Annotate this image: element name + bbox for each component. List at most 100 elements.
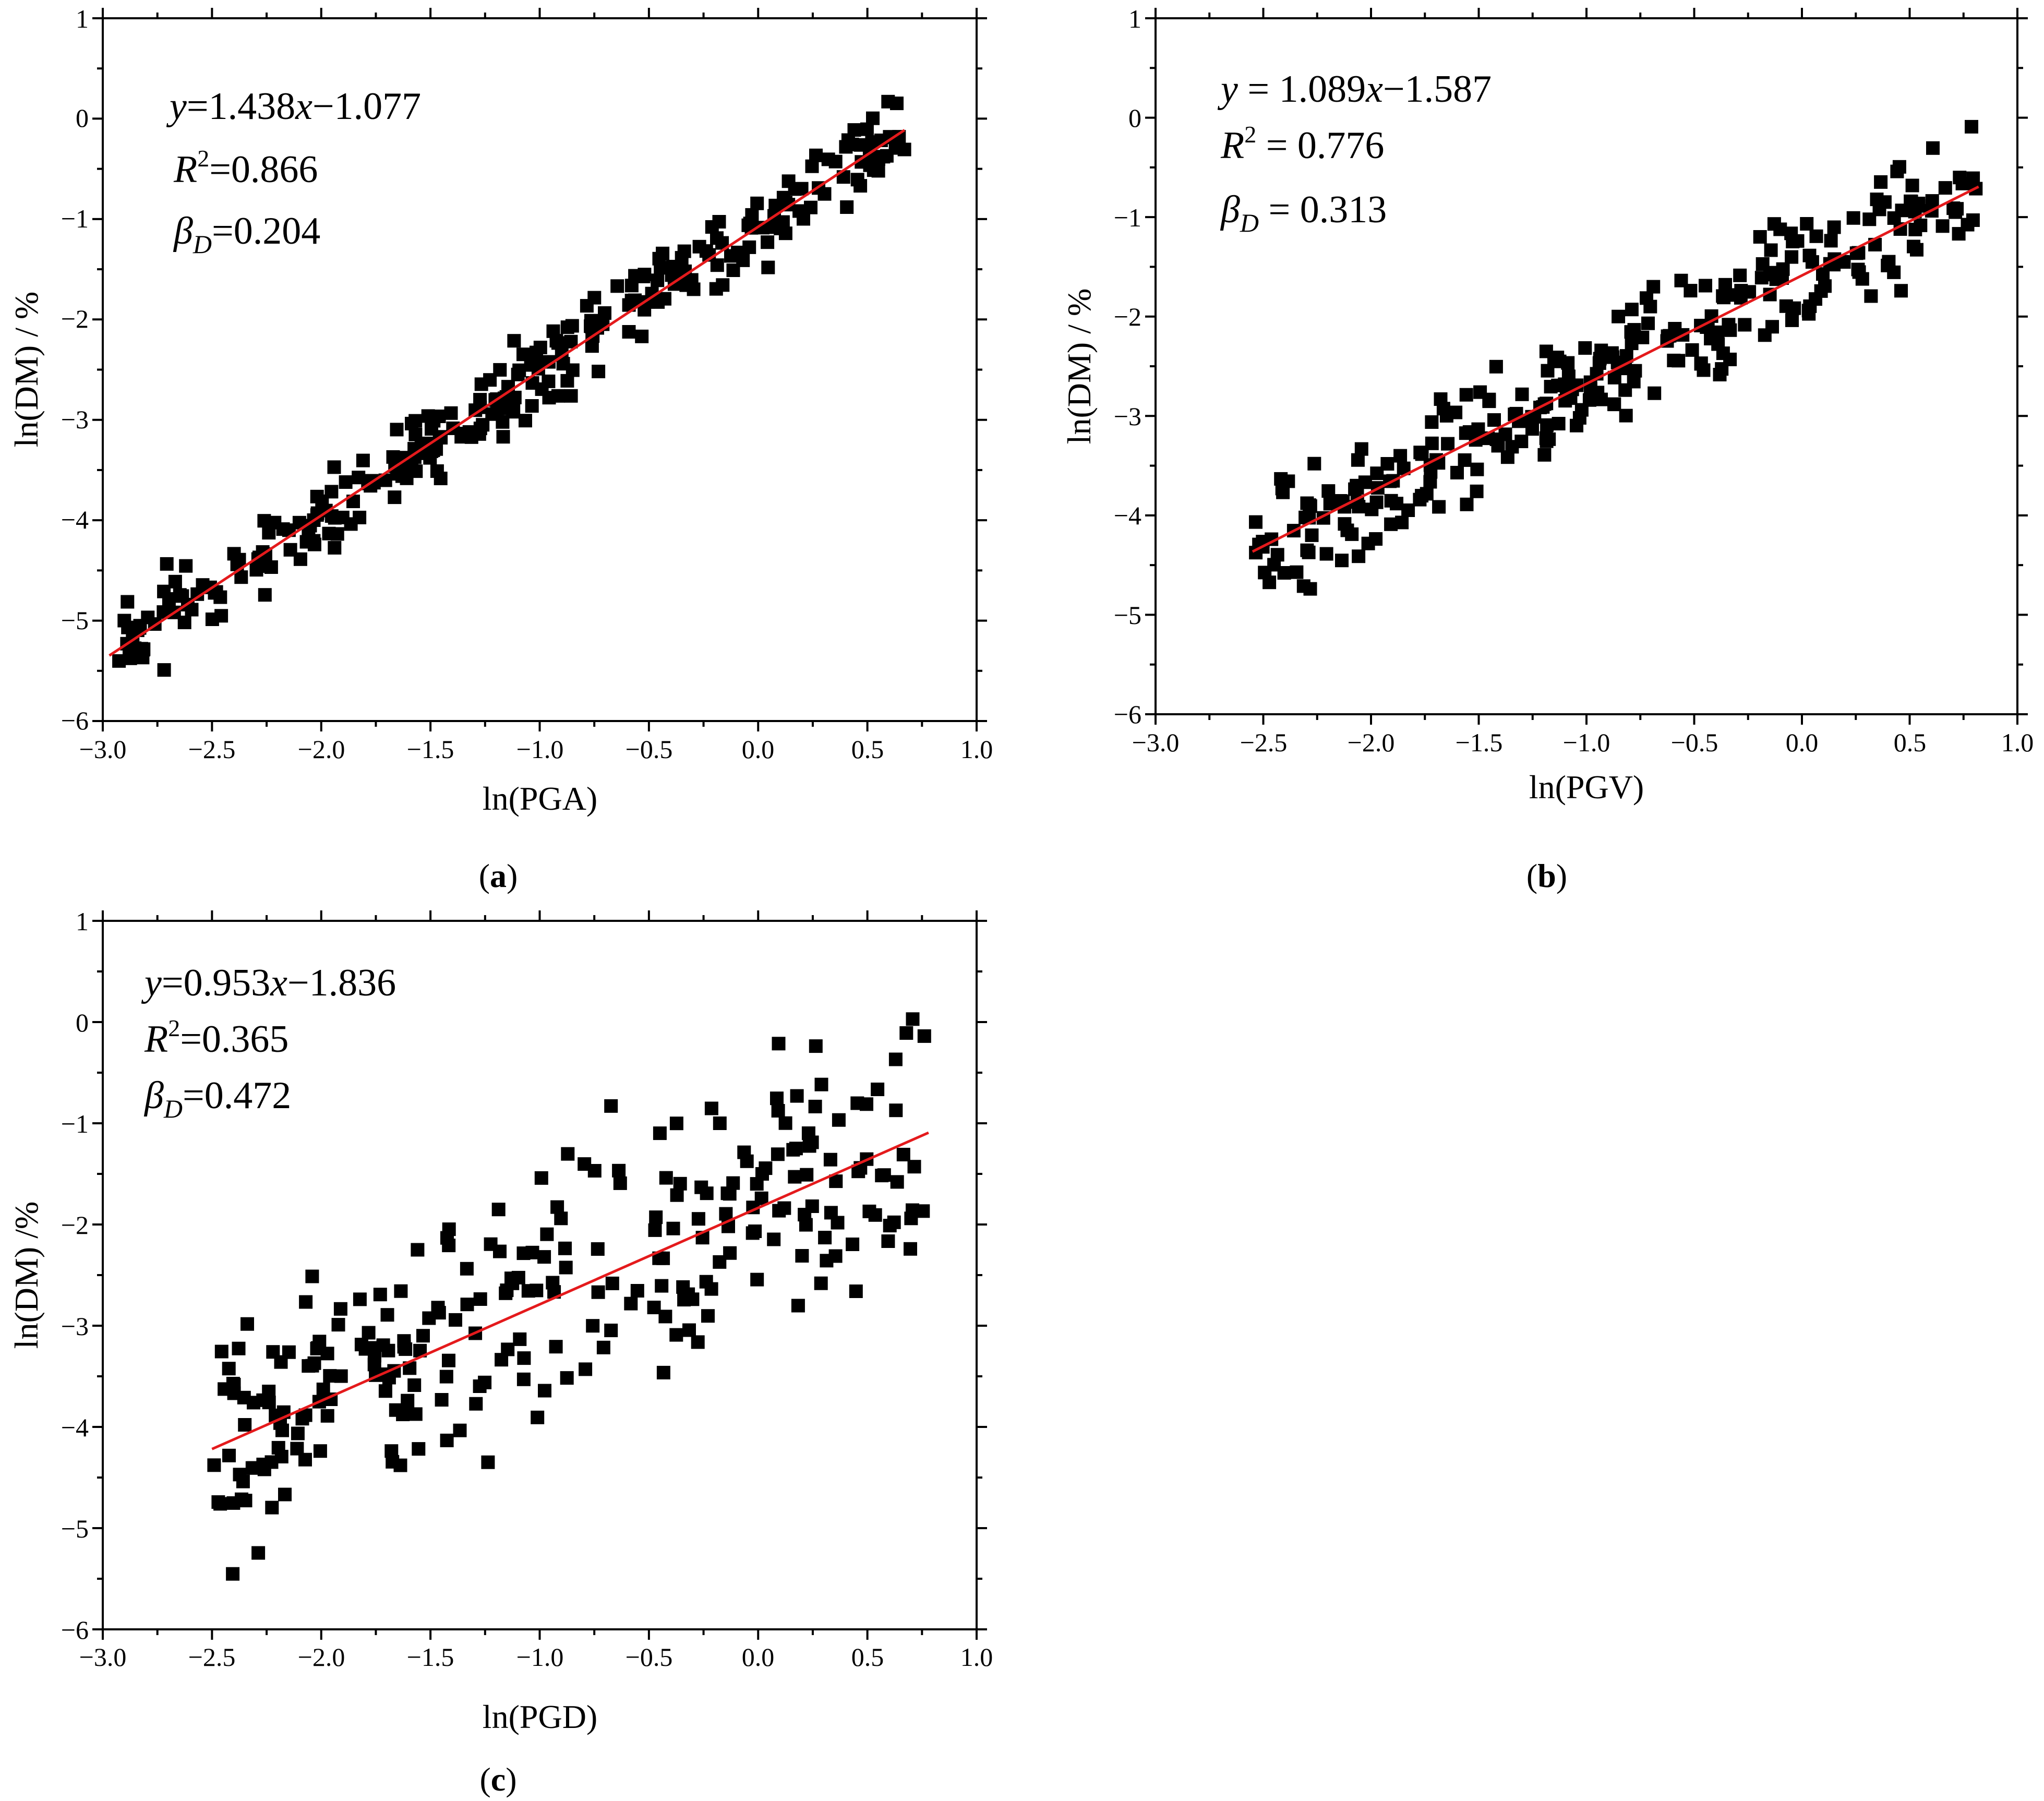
data-point — [473, 1292, 487, 1306]
data-point — [162, 592, 176, 606]
data-point — [1914, 218, 1928, 232]
data-point — [1449, 405, 1463, 419]
data-point — [1713, 368, 1727, 381]
x-tick-label: −0.5 — [1671, 728, 1718, 757]
data-point — [358, 1342, 372, 1356]
data-point — [591, 1242, 605, 1256]
data-point — [1489, 359, 1503, 374]
data-point — [604, 1099, 618, 1113]
data-point — [653, 1126, 667, 1140]
data-point — [157, 663, 171, 677]
data-point — [1773, 222, 1787, 236]
beta-a: βD=0.204 — [173, 210, 320, 259]
data-point — [691, 1335, 705, 1349]
data-point — [283, 543, 297, 557]
data-point — [551, 389, 565, 403]
data-point — [1685, 343, 1699, 357]
data-point — [136, 651, 150, 665]
data-point — [798, 1208, 812, 1222]
data-point — [521, 1284, 535, 1298]
data-point — [1539, 344, 1553, 358]
data-point — [412, 1442, 426, 1456]
data-point — [579, 1362, 593, 1376]
data-point — [453, 1423, 467, 1437]
data-point — [761, 260, 775, 274]
data-point — [712, 215, 726, 229]
x-tick-label: 0.0 — [742, 735, 775, 764]
data-point — [307, 534, 321, 548]
data-point — [516, 1246, 531, 1260]
data-point — [1862, 212, 1877, 226]
data-point — [1627, 323, 1641, 337]
data-point — [1384, 494, 1398, 508]
data-point — [704, 1282, 718, 1296]
data-point — [1303, 498, 1316, 512]
x-axis-title-c: ln(PGD) — [483, 1698, 597, 1735]
data-point — [604, 1324, 618, 1337]
equation-c: y=0.953x−1.836 — [141, 962, 396, 1004]
data-point — [1641, 316, 1655, 330]
data-point — [1925, 194, 1939, 208]
data-point — [558, 1241, 572, 1255]
data-point — [860, 122, 874, 136]
data-point — [399, 1342, 413, 1356]
data-point — [1809, 292, 1822, 306]
x-tick-label: 0.5 — [851, 735, 884, 764]
data-point — [899, 1026, 913, 1040]
data-point — [1905, 178, 1919, 193]
data-point — [245, 1461, 259, 1475]
y-tick-labels-c: 1 0 −1 −2 −3 −4 −5 −6 — [61, 907, 89, 1644]
data-point — [160, 557, 174, 571]
data-point — [1646, 280, 1661, 294]
data-point — [1711, 325, 1725, 339]
data-point — [1541, 364, 1555, 378]
x-tick-labels-b: −3.0 −2.5 −2.0 −1.5 −1.0 −0.5 0.0 0.5 1.… — [1132, 728, 2034, 757]
tick-marks-b — [1145, 8, 2028, 725]
data-point — [227, 547, 241, 561]
data-point — [635, 329, 649, 343]
data-point — [1578, 341, 1592, 355]
y-tick-label: −1 — [61, 1109, 89, 1138]
data-point — [1319, 547, 1333, 561]
data-point — [525, 399, 539, 413]
data-point — [222, 1362, 236, 1376]
data-point — [1321, 484, 1336, 498]
data-point — [275, 1423, 289, 1437]
data-point — [719, 1207, 733, 1221]
data-point — [533, 341, 547, 354]
data-point — [1809, 229, 1823, 243]
data-point — [701, 1309, 715, 1323]
data-point — [141, 610, 155, 625]
y-tick-label: −6 — [1114, 700, 1141, 729]
data-point — [1790, 234, 1805, 248]
data-point — [906, 1203, 919, 1217]
data-point — [469, 1397, 483, 1411]
data-point — [1711, 337, 1725, 351]
data-point — [416, 1329, 430, 1343]
data-point — [537, 1250, 551, 1264]
data-point — [444, 406, 458, 420]
data-point — [686, 1292, 700, 1306]
data-point — [560, 320, 574, 334]
data-point — [501, 1342, 515, 1356]
data-point — [800, 1168, 814, 1182]
data-point — [327, 460, 341, 474]
data-point — [256, 1393, 270, 1407]
y-tick-labels-a: 1 0 −1 −2 −3 −4 −5 −6 — [61, 4, 89, 735]
data-point — [330, 527, 344, 541]
data-point — [362, 1326, 376, 1340]
data-point — [853, 179, 868, 193]
data-point — [1946, 201, 1961, 215]
data-point — [491, 1203, 506, 1217]
data-point — [493, 1244, 507, 1258]
data-point — [380, 1308, 394, 1322]
data-point — [656, 1365, 670, 1379]
data-point — [1413, 446, 1427, 460]
data-point — [440, 1433, 454, 1447]
x-tick-label: −3.0 — [79, 735, 127, 764]
data-point — [770, 1091, 784, 1106]
data-point — [805, 1135, 819, 1149]
x-tick-label: −1.0 — [1563, 728, 1610, 757]
data-point — [299, 1295, 313, 1309]
